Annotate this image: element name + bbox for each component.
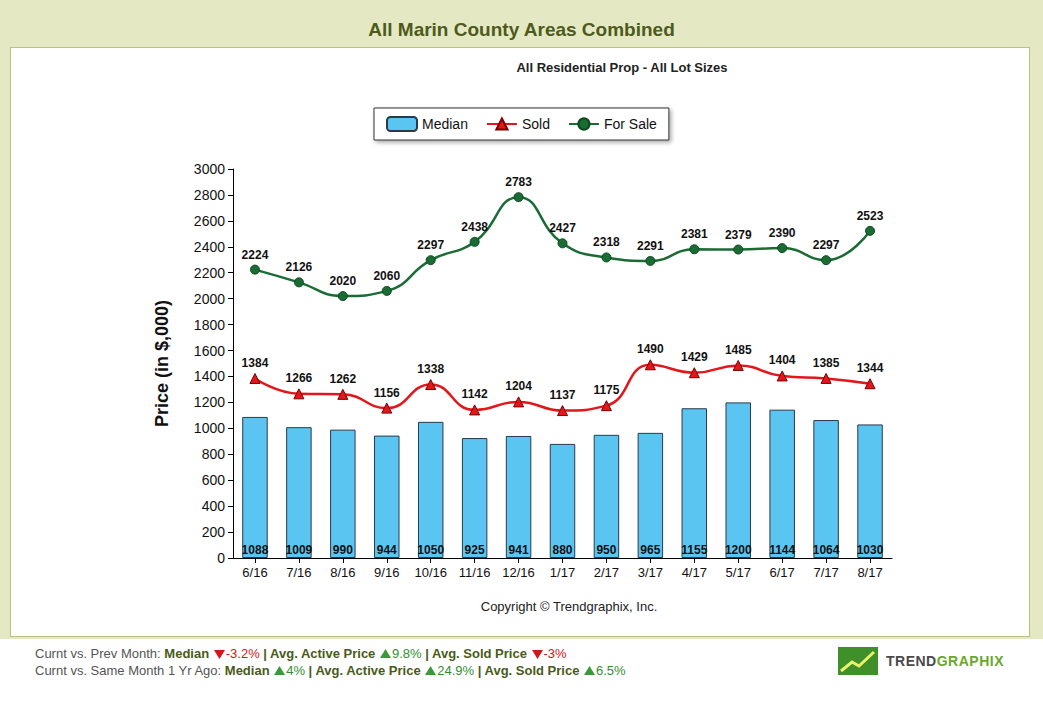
svg-text:5/17: 5/17: [726, 565, 751, 580]
svg-text:2800: 2800: [194, 187, 225, 203]
svg-text:2224: 2224: [242, 248, 269, 262]
svg-text:2/17: 2/17: [594, 565, 619, 580]
svg-text:1600: 1600: [194, 343, 225, 359]
svg-text:1200: 1200: [725, 543, 752, 557]
html-text:9.8% | Avg. Sold Price: 9.8% | Avg. Sold Price: [392, 646, 531, 661]
svg-text:1800: 1800: [194, 317, 225, 333]
html-text:-3%: -3%: [543, 646, 567, 661]
svg-text:1485: 1485: [725, 343, 752, 357]
svg-text:1384: 1384: [242, 356, 269, 370]
svg-text:1200: 1200: [194, 394, 225, 410]
svg-text:200: 200: [202, 524, 226, 540]
svg-text:Price (in $,000): Price (in $,000): [152, 300, 172, 427]
svg-text:2600: 2600: [194, 213, 225, 229]
svg-text:1175: 1175: [593, 383, 619, 397]
svg-text:1030: 1030: [857, 543, 884, 557]
svg-text:11/16: 11/16: [459, 565, 491, 580]
svg-text:All Residential Prop - All Lot: All Residential Prop - All Lot Sizes: [516, 60, 727, 75]
svg-text:1142: 1142: [462, 387, 488, 401]
svg-text:1064: 1064: [813, 543, 840, 557]
svg-text:2291: 2291: [637, 239, 664, 253]
svg-text:880: 880: [552, 543, 572, 557]
svg-text:1000: 1000: [194, 420, 225, 436]
svg-text:944: 944: [377, 543, 397, 557]
svg-text:2381: 2381: [681, 227, 708, 241]
svg-text:2000: 2000: [194, 291, 225, 307]
svg-text:600: 600: [202, 472, 226, 488]
svg-text:Copyright © Trendgraphix, Inc.: Copyright © Trendgraphix, Inc.: [481, 599, 658, 614]
svg-text:2783: 2783: [505, 175, 532, 189]
svg-text:1266: 1266: [286, 371, 313, 385]
svg-text:9/16: 9/16: [374, 565, 399, 580]
svg-text:1155: 1155: [681, 543, 707, 557]
svg-text:4/17: 4/17: [682, 565, 707, 580]
html-text:Curnt vs. Same Month 1 Yr Ago:: Curnt vs. Same Month 1 Yr Ago: Median: [35, 663, 274, 678]
svg-text:1262: 1262: [329, 372, 356, 386]
svg-text:2427: 2427: [549, 221, 576, 235]
svg-text:2297: 2297: [417, 238, 444, 252]
html-text:TREND GRAPHIX: TREND GRAPHIX: [886, 653, 1004, 669]
svg-text:2297: 2297: [813, 238, 840, 252]
svg-text:400: 400: [202, 498, 226, 514]
svg-text:1050: 1050: [417, 543, 444, 557]
svg-text:For Sale: For Sale: [604, 116, 657, 132]
svg-text:3000: 3000: [194, 161, 225, 177]
svg-text:1204: 1204: [505, 379, 532, 393]
svg-text:Median: Median: [422, 116, 468, 132]
svg-text:1344: 1344: [857, 361, 884, 375]
svg-text:10/16: 10/16: [414, 565, 447, 580]
svg-text:1490: 1490: [637, 342, 664, 356]
svg-text:1429: 1429: [681, 350, 708, 364]
svg-text:1137: 1137: [549, 388, 575, 402]
svg-text:2318: 2318: [593, 235, 620, 249]
svg-text:2200: 2200: [194, 265, 225, 281]
svg-text:1404: 1404: [769, 353, 796, 367]
svg-text:1400: 1400: [194, 368, 225, 384]
svg-text:6/16: 6/16: [242, 565, 267, 580]
svg-text:2438: 2438: [461, 220, 488, 234]
svg-text:6/17: 6/17: [770, 565, 795, 580]
svg-text:1338: 1338: [417, 362, 444, 376]
svg-text:8/16: 8/16: [330, 565, 355, 580]
svg-text:2379: 2379: [725, 228, 752, 242]
svg-text:1009: 1009: [286, 543, 313, 557]
svg-text:2523: 2523: [857, 209, 884, 223]
svg-text:2060: 2060: [373, 269, 400, 283]
svg-text:7/17: 7/17: [813, 565, 838, 580]
html-text:6.5%: 6.5%: [596, 663, 626, 678]
svg-text:12/16: 12/16: [502, 565, 535, 580]
svg-text:0: 0: [217, 550, 225, 566]
svg-text:950: 950: [596, 543, 616, 557]
html-text:All Marin County Areas Combine: All Marin County Areas Combined: [368, 19, 675, 40]
svg-text:1385: 1385: [813, 356, 840, 370]
html-text:-3.2% | Avg. Active Price: -3.2% | Avg. Active Price: [225, 646, 379, 661]
svg-text:965: 965: [640, 543, 660, 557]
svg-text:2126: 2126: [286, 260, 313, 274]
svg-text:2020: 2020: [329, 274, 356, 288]
html-text:4% | Avg. Active Price: 4% | Avg. Active Price: [286, 663, 425, 678]
svg-text:941: 941: [509, 543, 529, 557]
html-text:24.9% | Avg. Sold Price: 24.9% | Avg. Sold Price: [437, 663, 583, 678]
svg-text:1156: 1156: [374, 386, 400, 400]
svg-text:800: 800: [202, 446, 226, 462]
svg-text:925: 925: [465, 543, 485, 557]
svg-text:1144: 1144: [769, 543, 795, 557]
svg-text:2400: 2400: [194, 239, 225, 255]
svg-text:990: 990: [333, 543, 353, 557]
html-text:Curnt vs. Prev Month: Median: Curnt vs. Prev Month: Median: [35, 646, 213, 661]
svg-text:7/16: 7/16: [286, 565, 311, 580]
svg-text:1/17: 1/17: [550, 565, 575, 580]
svg-text:2390: 2390: [769, 226, 796, 240]
svg-text:3/17: 3/17: [638, 565, 663, 580]
svg-text:8/17: 8/17: [857, 565, 882, 580]
svg-text:Sold: Sold: [522, 116, 550, 132]
svg-text:1088: 1088: [242, 543, 269, 557]
